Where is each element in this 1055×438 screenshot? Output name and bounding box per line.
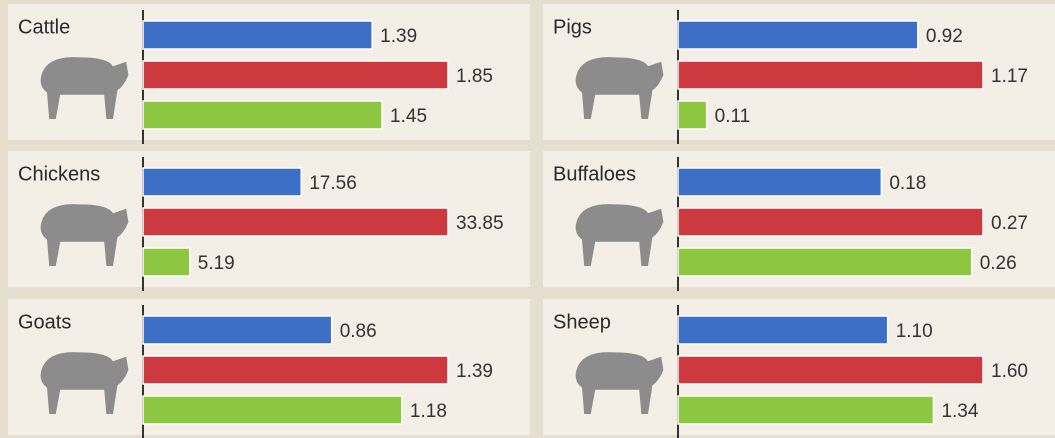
- bar: [677, 395, 935, 425]
- value-label: 1.39: [456, 361, 493, 382]
- value-label: 1.39: [380, 26, 417, 47]
- value-label: 17.56: [309, 173, 357, 194]
- value-label: 5.19: [198, 253, 235, 274]
- panel: Pigs 0.92 1.17 0.11: [543, 4, 1055, 144]
- animal-icon: [575, 204, 664, 266]
- panel: Cattle 1.39 1.85 1.45: [8, 4, 530, 144]
- panel: Goats 0.86 1.39 1.18: [8, 299, 530, 438]
- animal-icon: [40, 352, 129, 414]
- bar: [677, 20, 919, 50]
- value-label: 0.27: [991, 213, 1028, 234]
- value-label: 0.26: [980, 253, 1017, 274]
- panel: Chickens 17.56 33.85 5.19: [8, 151, 530, 291]
- value-label: 0.11: [715, 106, 751, 127]
- value-label: 1.34: [941, 401, 978, 422]
- value-label: 1.85: [456, 66, 493, 87]
- value-label: 1.45: [390, 106, 427, 127]
- value-label: 33.85: [456, 213, 504, 234]
- panel-title: Pigs: [553, 16, 592, 38]
- bar: [677, 100, 708, 130]
- panel-title: Goats: [18, 311, 71, 333]
- panel-title: Buffaloes: [553, 163, 636, 185]
- panel: Sheep 1.10 1.60 1.34: [543, 299, 1055, 438]
- bar: [142, 355, 449, 385]
- bar: [677, 207, 984, 237]
- bar: [142, 20, 373, 50]
- panel-title: Chickens: [18, 163, 100, 185]
- bar: [142, 395, 403, 425]
- value-label: 1.10: [896, 321, 933, 342]
- value-label: 1.17: [991, 66, 1028, 87]
- value-label: 0.86: [340, 321, 377, 342]
- bar: [142, 60, 449, 90]
- bar: [142, 247, 191, 277]
- bar: [677, 355, 984, 385]
- bar: [142, 100, 383, 130]
- animal-icon: [575, 352, 664, 414]
- panel-title: Sheep: [553, 311, 611, 333]
- animal-icon: [40, 204, 129, 266]
- value-label: 0.18: [889, 173, 926, 194]
- animal-icon: [575, 57, 664, 119]
- bar: [677, 60, 984, 90]
- panel: Buffaloes 0.18 0.27 0.26: [543, 151, 1055, 291]
- panel-title: Cattle: [18, 16, 70, 38]
- bar: [677, 315, 889, 345]
- bar: [142, 167, 302, 197]
- bar: [142, 315, 333, 345]
- value-label: 1.18: [410, 401, 447, 422]
- bar: [677, 247, 973, 277]
- bar: [677, 167, 883, 197]
- bar: [142, 207, 449, 237]
- animal-icon: [40, 57, 129, 119]
- value-label: 1.60: [991, 361, 1028, 382]
- value-label: 0.92: [926, 26, 963, 47]
